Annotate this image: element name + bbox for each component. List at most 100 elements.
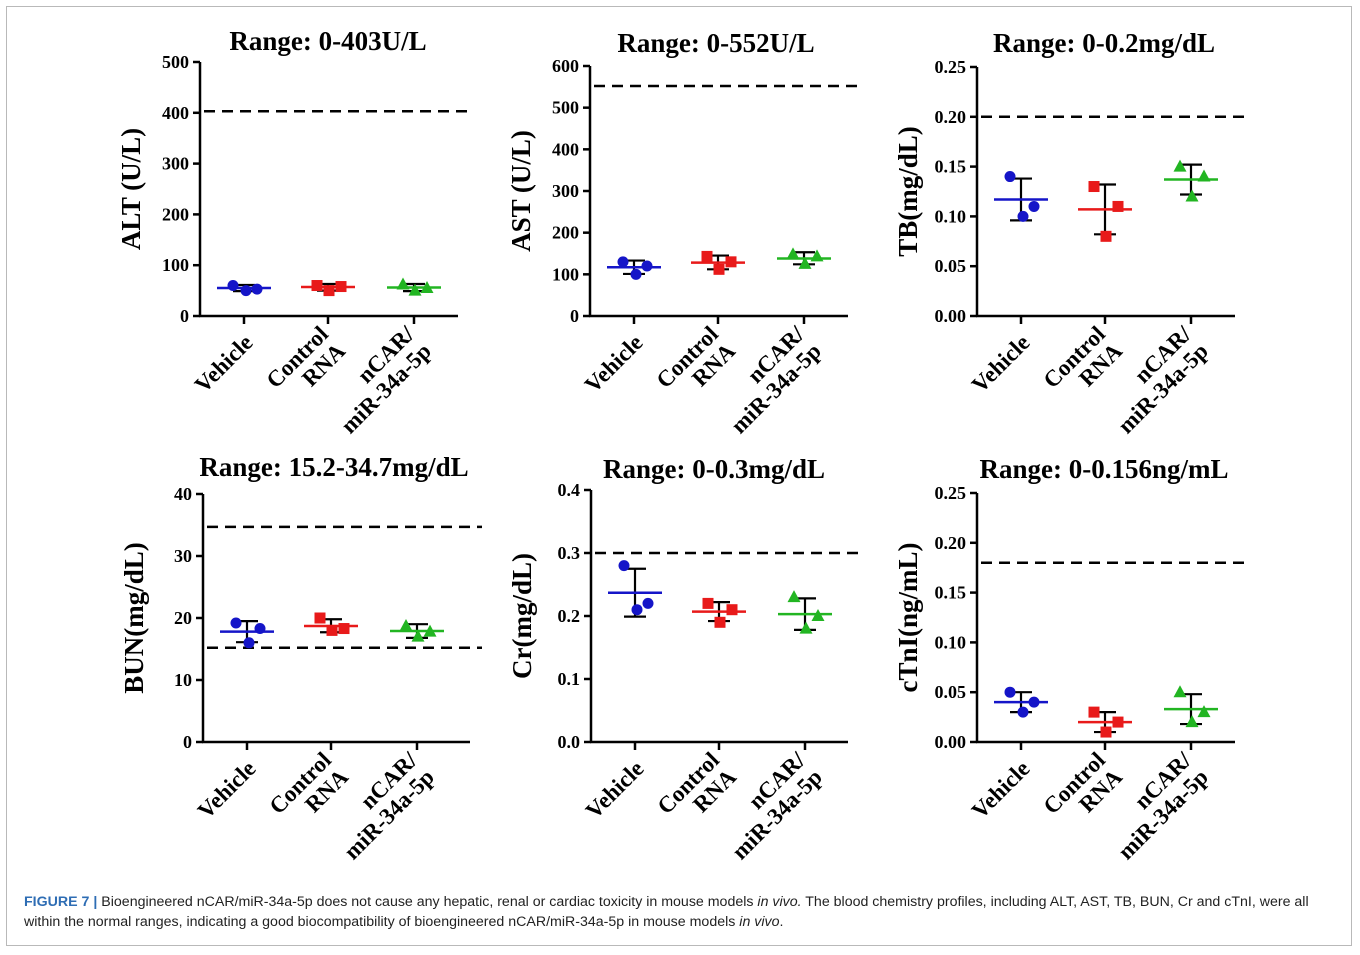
x-tick-label: ControlRNA xyxy=(1038,747,1127,836)
y-tick-label: 0.20 xyxy=(935,533,967,553)
data-point xyxy=(617,256,629,268)
data-point xyxy=(714,616,726,628)
y-tick-label: 0.25 xyxy=(935,483,967,503)
chart-title: Range: 0-0.156ng/mL xyxy=(980,454,1229,484)
data-point xyxy=(618,560,630,572)
chart-panel-2: Range: 0-552U/L AST (U/L) 0 100 200 300 400 500… xyxy=(506,28,860,438)
caption-italic-2: in vivo xyxy=(739,914,780,930)
data-point xyxy=(1017,706,1029,718)
y-tick-label: 0.05 xyxy=(935,256,967,276)
data-point xyxy=(240,285,252,297)
data-point xyxy=(227,280,239,292)
y-tick-label: 0.10 xyxy=(935,632,967,652)
x-tick-label: nCAR/miR-34a-5p xyxy=(710,747,827,864)
data-point xyxy=(799,621,813,634)
x-tick-label: ControlRNA xyxy=(264,747,353,836)
data-point xyxy=(1088,181,1100,193)
y-tick-label: 10 xyxy=(174,670,192,690)
x-tick-label: Vehicle xyxy=(967,330,1035,398)
data-point xyxy=(713,263,725,275)
y-axis-label: ALT (U/L) xyxy=(116,128,146,250)
data-point xyxy=(1185,189,1199,202)
y-tick-label: 0 xyxy=(570,306,579,326)
y-tick-label: 20 xyxy=(174,608,192,628)
y-tick-label: 0.00 xyxy=(935,306,967,326)
x-tick-label: nCAR/miR-34a-5p xyxy=(1096,321,1213,438)
y-tick-label: 0 xyxy=(180,306,189,326)
figure-caption: FIGURE 7 | Bioengineered nCAR/miR-34a-5p… xyxy=(24,892,1336,932)
x-tick-label: nCAR/miR-34a-5p xyxy=(1096,747,1213,864)
chart-title: Range: 0-403U/L xyxy=(229,26,426,56)
y-tick-label: 0.05 xyxy=(935,682,967,702)
data-point xyxy=(787,590,801,603)
y-tick-label: 0.00 xyxy=(935,732,967,752)
chart-title: Range: 15.2-34.7mg/dL xyxy=(199,452,468,482)
y-tick-label: 0.4 xyxy=(558,480,581,500)
chart-panel-3: Range: 0-0.2mg/dL TB(mg/dL) 0.00 0.05 0.10 0.… xyxy=(893,28,1247,438)
chart-panel-1: Range: 0-403U/L ALT (U/L) 0 100 200 300 400 500… xyxy=(116,26,470,438)
data-point xyxy=(323,285,335,297)
x-tick-label: nCAR/miR-34a-5p xyxy=(709,321,826,438)
y-tick-label: 200 xyxy=(162,204,189,224)
y-axis-label: BUN(mg/dL) xyxy=(119,542,149,694)
x-tick-label: nCAR/miR-34a-5p xyxy=(322,747,439,864)
x-tick-label: ControlRNA xyxy=(652,747,741,836)
x-tick-label: ControlRNA xyxy=(261,321,350,410)
data-point xyxy=(1173,685,1187,698)
chart-title: Range: 0-0.3mg/dL xyxy=(603,454,825,484)
data-point xyxy=(1112,200,1124,212)
x-tick-label: Vehicle xyxy=(580,330,648,398)
y-axis-label: TB(mg/dL) xyxy=(893,126,923,257)
data-point xyxy=(1028,200,1040,212)
data-point xyxy=(408,283,422,296)
y-tick-label: 0.25 xyxy=(935,57,967,77)
data-point xyxy=(1173,159,1187,172)
data-point xyxy=(1004,171,1016,183)
caption-lead: Bioengineered nCAR/miR-34a-5p does not c… xyxy=(101,894,758,910)
y-tick-label: 100 xyxy=(162,255,189,275)
x-tick-label: nCAR/miR-34a-5p xyxy=(319,321,436,438)
data-point xyxy=(702,597,714,609)
figure-frame xyxy=(6,6,1352,946)
data-point xyxy=(243,637,255,649)
x-tick-label: Vehicle xyxy=(193,756,261,824)
data-point xyxy=(314,612,326,624)
data-point xyxy=(786,247,800,260)
caption-mid: The blood chemistry profiles, including … xyxy=(24,894,1309,930)
y-tick-label: 40 xyxy=(174,484,192,504)
data-point xyxy=(326,624,338,636)
data-point xyxy=(726,604,738,616)
y-tick-label: 400 xyxy=(552,139,579,159)
y-tick-label: 600 xyxy=(552,56,579,76)
y-tick-label: 300 xyxy=(552,181,579,201)
data-point xyxy=(1185,715,1199,728)
data-point xyxy=(630,268,642,280)
y-tick-label: 0.15 xyxy=(935,583,967,603)
x-tick-label: Vehicle xyxy=(581,756,649,824)
figure-label: FIGURE 7 | xyxy=(24,894,98,910)
x-tick-label: ControlRNA xyxy=(651,321,740,410)
y-tick-label: 0.15 xyxy=(935,157,967,177)
data-point xyxy=(1100,726,1112,738)
y-tick-label: 0.10 xyxy=(935,206,967,226)
data-point xyxy=(1088,706,1100,718)
y-tick-label: 30 xyxy=(174,546,192,566)
caption-italic-1: in vivo. xyxy=(757,894,802,910)
data-point xyxy=(1100,230,1112,242)
y-axis-label: Cr(mg/dL) xyxy=(507,553,537,679)
y-tick-label: 0.2 xyxy=(558,606,581,626)
chart-title: Range: 0-552U/L xyxy=(617,28,814,58)
chart-panel-6: Range: 0-0.156ng/mL cTnI(ng/mL) 0.00 0.05 0.… xyxy=(893,454,1247,864)
data-point xyxy=(798,256,812,269)
x-tick-label: Vehicle xyxy=(967,756,1035,824)
y-tick-label: 0.20 xyxy=(935,107,967,127)
y-tick-label: 400 xyxy=(162,103,189,123)
data-point xyxy=(399,619,413,632)
y-tick-label: 500 xyxy=(162,52,189,72)
y-tick-label: 0.0 xyxy=(558,732,581,752)
y-tick-label: 100 xyxy=(552,264,579,284)
y-axis-label: AST (U/L) xyxy=(506,130,536,252)
x-tick-label: Vehicle xyxy=(190,330,258,398)
y-axis-label: cTnI(ng/mL) xyxy=(893,542,923,692)
